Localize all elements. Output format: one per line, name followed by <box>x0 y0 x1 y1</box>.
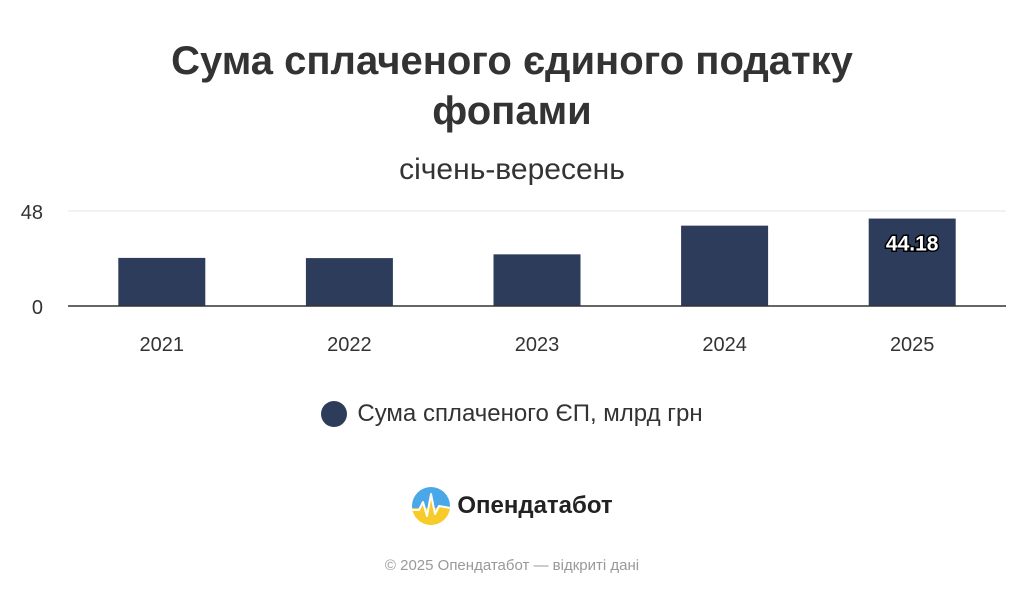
chart-title-line-1: Сума сплаченого єдиного податку <box>171 39 853 83</box>
footer-copyright: © 2025 Опендатабот — відкриті дані <box>384 557 640 574</box>
bar <box>868 218 956 306</box>
legend-marker <box>321 401 348 427</box>
x-tick-label: 2021 <box>140 334 185 356</box>
data-label: 44.18 <box>886 233 939 256</box>
y-tick-label: 0 <box>32 297 43 319</box>
chart-title-line-2: фопами <box>432 89 592 133</box>
y-tick-label: 48 <box>21 202 43 224</box>
chart-subtitle: січень-вересень <box>399 153 625 186</box>
legend[interactable]: Сума сплаченого ЄП, млрд грн <box>0 400 1024 428</box>
bar <box>493 254 581 306</box>
x-tick-label: 2025 <box>890 334 935 356</box>
x-tick-label: 2024 <box>702 334 747 356</box>
bar-chart: 0 48 2021 2022 2023 2024 2025 44.18 <box>21 202 1006 356</box>
x-tick-label: 2023 <box>515 334 560 356</box>
bar <box>305 258 393 306</box>
bar <box>681 225 769 306</box>
brand[interactable]: Опендатабот <box>0 486 1024 526</box>
bar <box>118 257 206 306</box>
x-tick-label: 2022 <box>327 334 372 356</box>
brand-name: Опендатабот <box>457 492 613 519</box>
opendatabot-logo-icon <box>412 487 451 525</box>
chart-title: Сума сплаченого єдиного податку фопами <box>0 36 1024 136</box>
legend-label: Сума сплаченого ЄП, млрд грн <box>357 400 703 427</box>
